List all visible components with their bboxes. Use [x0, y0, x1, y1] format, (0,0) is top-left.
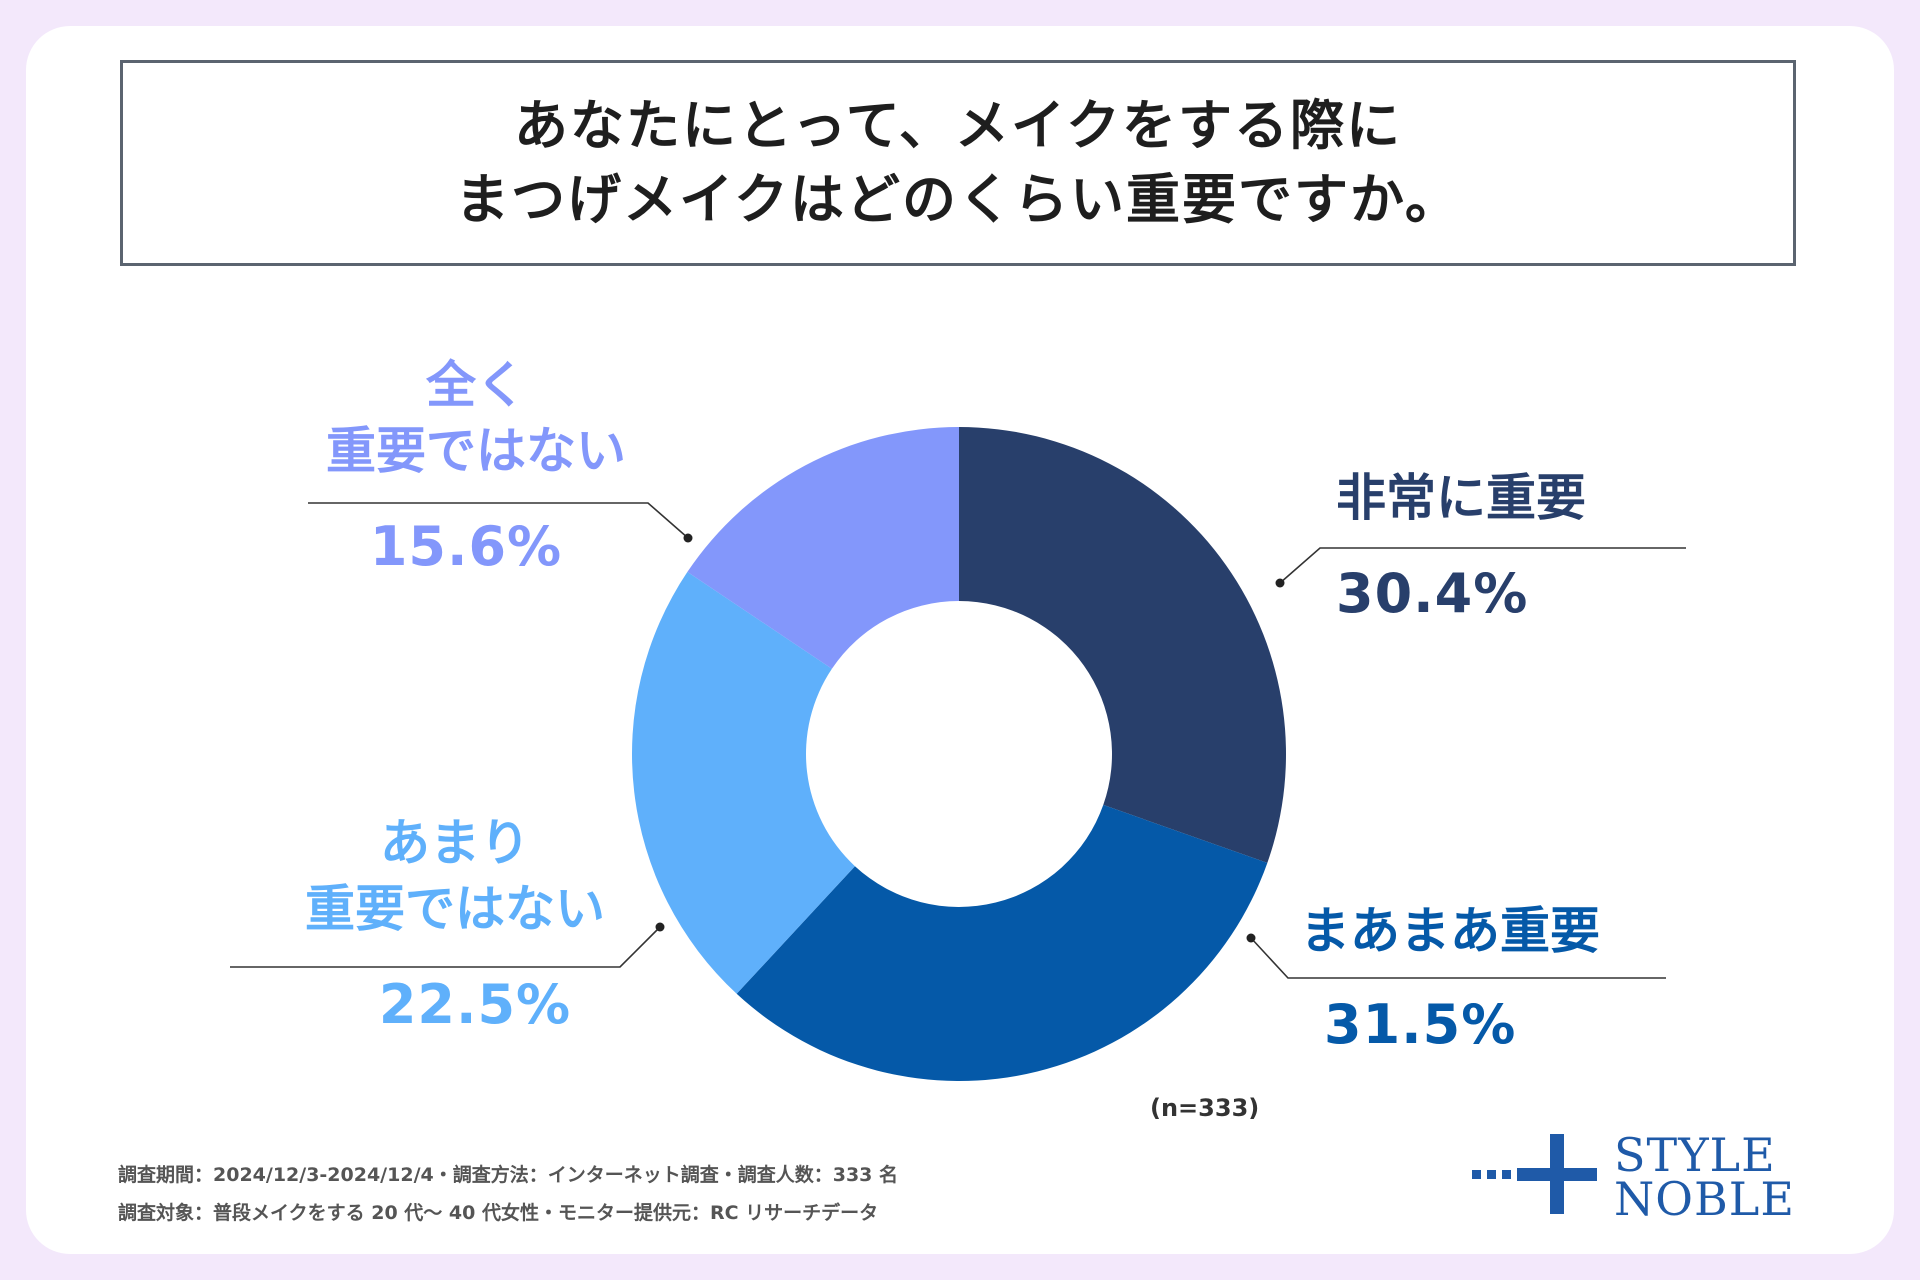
leader-dots — [655, 533, 1285, 943]
leader-lines — [230, 502, 1686, 979]
footer-survey-target: 調査対象：普段メイクをする 20 代〜 40 代女性・モニター提供元：RC リサ… — [118, 1202, 879, 1224]
label-somewhat-important-pct: 31.5% — [1324, 993, 1517, 1056]
label-not-at-all-important: 全く 重要ではない 15.6% — [306, 352, 646, 580]
slice-very-important — [959, 427, 1286, 863]
style-noble-logo-mark — [1472, 1134, 1597, 1214]
label-somewhat-important: まあまあ重要 31.5% — [1300, 898, 1600, 1058]
footer-survey-info: 調査期間：2024/12/3-2024/12/4・調査方法：インターネット調査・… — [118, 1164, 899, 1186]
logo-text-noble: NOBLE — [1614, 1172, 1795, 1226]
leader-dot-very — [1275, 578, 1285, 588]
label-not-much-important-name-2: 重要ではない — [305, 880, 605, 938]
label-not-at-all-important-name-2: 重要ではない — [326, 422, 626, 480]
label-somewhat-important-name: まあまあ重要 — [1300, 902, 1600, 960]
label-not-at-all-important-name-1: 全く — [426, 356, 526, 414]
title-line-2: まつげメイクはどのくらい重要ですか。 — [455, 168, 1461, 231]
leader-dot-not-at-all — [683, 533, 693, 543]
slice-somewhat-important — [736, 804, 1268, 1081]
leader-dot-not-much — [655, 922, 665, 932]
sample-size-note: (n=333) — [1150, 1094, 1260, 1122]
leader-line-somewhat — [1250, 937, 1666, 979]
label-very-important: 非常に重要 30.4% — [1336, 465, 1586, 627]
slice-not-at-all-important — [687, 427, 959, 669]
slice-not-much-important — [632, 571, 855, 994]
label-not-much-important: あまり 重要ではない 22.5% — [260, 810, 650, 1038]
label-not-at-all-important-pct: 15.6% — [369, 515, 563, 578]
title-box: あなたにとって、メイクをする際に まつげメイクはどのくらい重要ですか。 — [120, 60, 1796, 266]
leader-line-not-much — [230, 926, 661, 968]
leader-line-not-at-all — [308, 502, 689, 539]
label-not-much-important-name-1: あまり — [380, 814, 530, 872]
leader-dot-somewhat — [1246, 933, 1256, 943]
label-not-much-important-pct: 22.5% — [378, 973, 572, 1036]
logo-text-style: STYLE — [1614, 1128, 1776, 1182]
label-very-important-pct: 30.4% — [1336, 562, 1529, 625]
label-very-important-name: 非常に重要 — [1336, 469, 1586, 527]
leader-line-very — [1279, 547, 1686, 584]
title-line-1: あなたにとって、メイクをする際に — [514, 94, 1402, 157]
donut-slices — [632, 427, 1286, 1081]
